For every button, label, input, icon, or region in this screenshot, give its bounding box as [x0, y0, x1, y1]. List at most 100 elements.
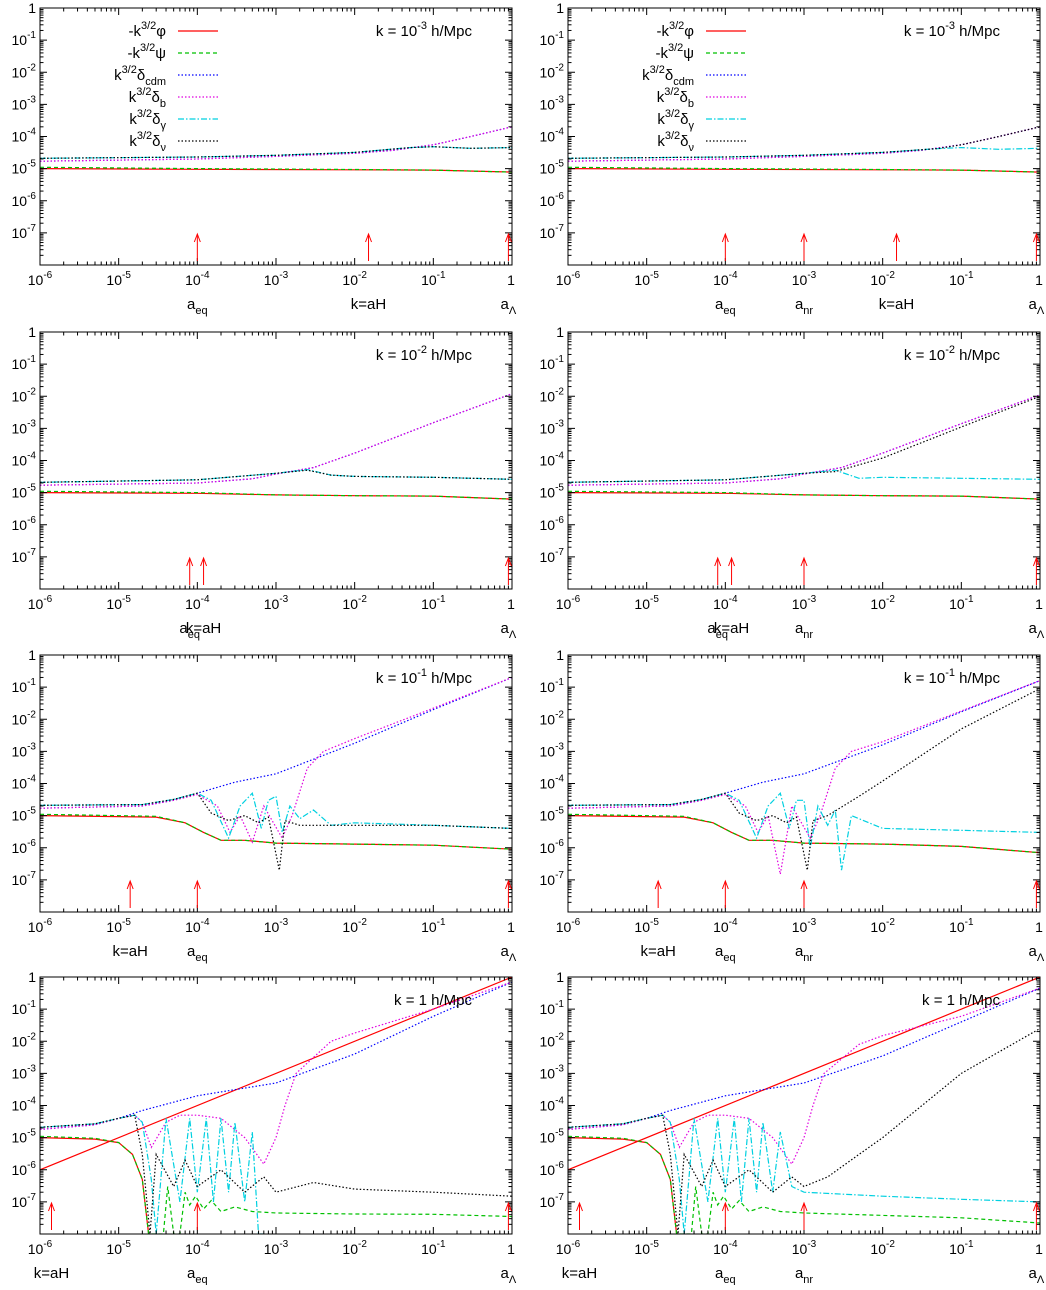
marker-label: aΛ	[1029, 943, 1045, 964]
marker-arrow-head	[576, 1201, 583, 1212]
y-tick-label: 10-2	[540, 709, 565, 727]
k-value-label: k = 10-2 h/Mpc	[904, 344, 1001, 364]
y-tick-label: 10-4	[12, 1096, 37, 1114]
marker-label: aΛ	[501, 1265, 517, 1285]
y-tick-label: 10-2	[12, 1031, 37, 1049]
x-tick-label: 10-3	[264, 917, 289, 935]
series-line-k	[40, 1137, 150, 1234]
legend-label: k3/2δcdm	[642, 64, 694, 88]
x-tick-label: 10-2	[870, 270, 895, 288]
series-group	[568, 126, 1040, 173]
x-tick-label: 10-1	[421, 270, 446, 288]
series-group	[40, 393, 512, 500]
y-tick-label: 10-4	[12, 127, 37, 145]
y-tick-label: 10-3	[540, 741, 565, 759]
panel-row3-left: 10-7 10-6 10-5 10-4 10-3 10-2 10-1 1 10-6 10-5 10-…	[12, 647, 517, 964]
panel-bottom-right: 10-7 10-6 10-5 10-4 10-3 10-2 10-1 1 10-6 10-5 10-…	[540, 969, 1045, 1286]
series-group	[568, 680, 1040, 875]
marker-arrow-head	[1032, 1201, 1040, 1212]
series-line-k_	[40, 792, 512, 871]
y-tick-label: 10-2	[540, 1031, 565, 1049]
x-tick-label: 10-4	[713, 917, 738, 935]
k-value-label: k = 10-3 h/Mpc	[904, 20, 1001, 40]
plot-frame	[39, 7, 513, 266]
y-tick-label: 10-4	[12, 774, 37, 792]
x-tick-label: 10-3	[792, 917, 817, 935]
marker-arrow-head	[800, 232, 808, 243]
k-value-label: k = 10-2 h/Mpc	[376, 344, 473, 364]
x-tick-label: 10-4	[185, 270, 210, 288]
y-tick-label: 10-7	[12, 547, 37, 565]
marker-arrow-head	[721, 1201, 729, 1212]
x-tick-label: 10-1	[421, 917, 446, 935]
plot-frame	[567, 7, 1041, 266]
marker-label: anr	[795, 943, 813, 964]
marker-arrow-head	[48, 1201, 55, 1212]
plot-frame	[567, 976, 1041, 1235]
x-tick-label: 10-5	[634, 917, 659, 935]
series-line-a	[568, 977, 1040, 1171]
series-line-k_	[40, 469, 512, 483]
marker-label: aeq	[707, 620, 728, 641]
y-tick-label: 10-6	[12, 838, 37, 856]
marker-arrow-head	[504, 1201, 512, 1212]
y-tick-label: 1	[28, 0, 36, 16]
y-tick-label: 10-5	[12, 159, 37, 177]
x-tick-label: 1	[507, 272, 515, 288]
marker-arrow-head	[1032, 879, 1040, 890]
y-tick-label: 10-2	[12, 62, 37, 80]
k-value-label: k = 1 h/Mpc	[394, 992, 472, 1009]
marker-label: k=aH	[562, 1265, 597, 1282]
marker-label: aΛ	[1029, 296, 1045, 317]
marker-label: anr	[795, 1265, 813, 1285]
y-tick-label: 10-7	[12, 223, 37, 241]
series-line-k	[568, 813, 1040, 854]
x-tick-label: 10-5	[634, 594, 659, 612]
y-tick-label: 10-1	[12, 999, 37, 1017]
y-tick-label: 10-1	[12, 354, 37, 372]
marker-arrow-head	[365, 232, 372, 243]
x-tick-label: 1	[1035, 596, 1043, 612]
x-tick-label: 10-3	[792, 270, 817, 288]
legend-label: -k3/2φ	[128, 20, 166, 40]
x-tick-label: 10-5	[106, 917, 131, 935]
series-line-k_cdm	[568, 126, 1040, 162]
y-tick-label: 10-4	[540, 1096, 565, 1114]
x-tick-label: 10-5	[106, 270, 131, 288]
marker-arrow-head	[721, 232, 729, 243]
marker-label: k=aH	[640, 943, 675, 960]
y-tick-label: 10-5	[540, 159, 565, 177]
marker-arrow-head	[504, 232, 512, 243]
x-tick-label: 10-5	[106, 1239, 131, 1257]
series-line-k_b	[40, 676, 512, 844]
x-tick-label: 10-1	[949, 1239, 974, 1257]
y-tick-label: 10-5	[540, 1128, 565, 1146]
x-tick-label: 10-4	[185, 917, 210, 935]
series-line-k_	[568, 469, 1040, 483]
plot-frame	[567, 654, 1041, 913]
k-value-label: k = 10-3 h/Mpc	[376, 20, 473, 40]
series-line-k_	[40, 146, 512, 159]
marker-arrow-head	[714, 556, 722, 567]
series-line-k_cdm	[40, 676, 512, 809]
y-tick-label: 1	[28, 324, 36, 340]
series-line-k_b	[40, 126, 512, 162]
k-value-label: k = 10-1 h/Mpc	[904, 667, 1001, 687]
marker-label: k=aH	[351, 296, 386, 313]
y-tick-label: 10-6	[540, 515, 565, 533]
y-tick-label: 10-3	[12, 94, 37, 112]
series-line-k_	[40, 146, 512, 159]
y-tick-label: 10-7	[12, 1192, 37, 1210]
k-value-label: k = 1 h/Mpc	[922, 992, 1000, 1009]
x-tick-label: 10-6	[556, 917, 581, 935]
x-tick-label: 10-2	[870, 594, 895, 612]
x-tick-label: 10-6	[556, 270, 581, 288]
legend-label: k3/2δγ	[129, 108, 166, 132]
y-tick-label: 10-3	[540, 1063, 565, 1081]
panel-row2-right: 10-7 10-6 10-5 10-4 10-3 10-2 10-1 1 10-6 10-5 10-…	[540, 324, 1045, 641]
x-tick-label: 10-3	[264, 594, 289, 612]
plot-frame	[39, 976, 513, 1235]
marker-label: k=aH	[34, 1265, 69, 1282]
